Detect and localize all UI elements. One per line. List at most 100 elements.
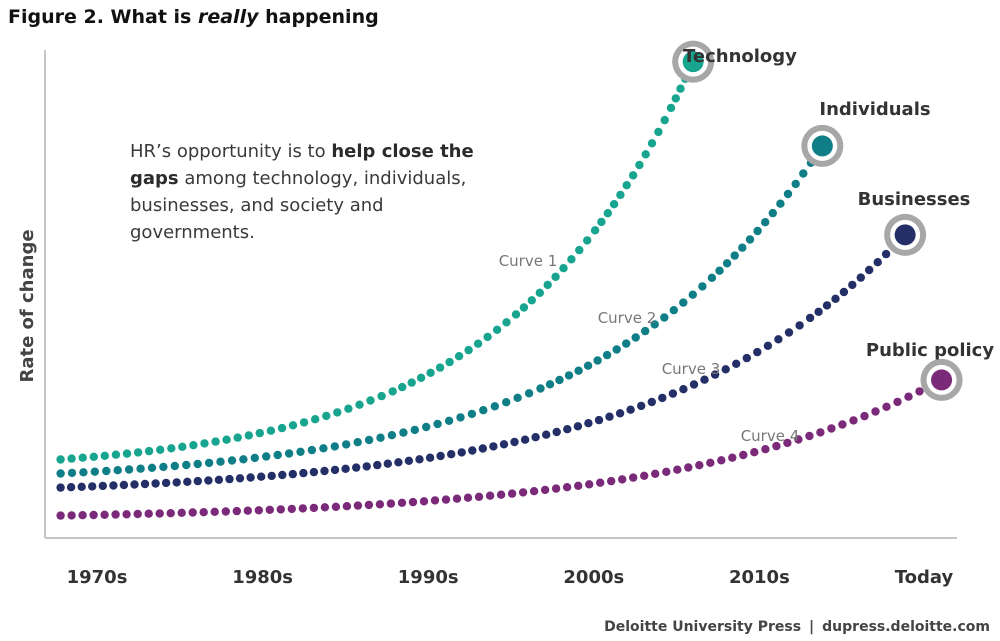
series-dot — [573, 422, 583, 431]
series-dot — [56, 483, 65, 492]
series-dot — [341, 464, 350, 473]
curve-label: Curve 1 — [499, 252, 558, 270]
series-dot — [172, 478, 181, 487]
series-dot — [383, 459, 392, 468]
series-dot — [799, 169, 808, 178]
series-dot — [452, 494, 462, 503]
series-dot — [444, 416, 454, 425]
series-dot — [706, 458, 715, 467]
series-dot — [415, 455, 424, 464]
series-dot — [637, 401, 646, 411]
series-dot — [535, 288, 544, 297]
series-dot — [78, 511, 87, 520]
series-individuals — [56, 124, 844, 478]
series-dot — [77, 482, 86, 491]
series-dot — [425, 453, 435, 462]
footer-credit: Deloitte University Press | dupress.deloit… — [604, 619, 990, 635]
series-dot — [246, 473, 255, 482]
series-dot — [299, 468, 308, 478]
series-dot — [489, 442, 498, 451]
series-dot — [468, 446, 477, 455]
series-dot — [700, 375, 709, 384]
series-dot — [136, 464, 145, 473]
series-dot — [111, 450, 121, 459]
series-dot — [882, 402, 891, 411]
series-dot — [320, 503, 330, 512]
series-name-label: Public policy — [866, 340, 994, 361]
series-dot — [210, 507, 219, 516]
series-dot — [607, 476, 616, 486]
series-dot — [574, 481, 583, 490]
series-dot — [250, 453, 259, 463]
series-dot — [193, 476, 202, 486]
series-dot — [433, 419, 442, 429]
x-tick-label: 1970s — [67, 567, 128, 588]
series-dot — [130, 480, 139, 489]
series-dot — [298, 504, 307, 513]
series-dot — [524, 389, 534, 398]
publisher-name: Deloitte University Press — [604, 619, 802, 635]
series-dot — [89, 510, 98, 520]
series-dot — [695, 461, 704, 470]
figure-title: Figure 2. What is really happening — [8, 6, 379, 28]
series-dot — [100, 510, 109, 519]
series-dot — [603, 209, 612, 218]
series-dot — [609, 200, 619, 209]
series-dot — [89, 452, 99, 461]
series-dot — [296, 447, 305, 456]
series-dot — [398, 382, 407, 392]
series-dot — [284, 449, 294, 458]
series-dot — [647, 139, 657, 148]
series-dot — [133, 509, 142, 519]
series-dot — [689, 380, 699, 389]
series-dot — [848, 280, 857, 290]
series-dot — [90, 467, 100, 476]
series-dot — [831, 294, 840, 303]
series-dot — [750, 448, 759, 457]
series-dot — [717, 456, 726, 465]
series-dot — [78, 453, 87, 462]
series-dot — [839, 287, 849, 297]
series-dot — [344, 404, 353, 413]
series-technology — [56, 40, 715, 464]
series-dot — [447, 450, 456, 459]
series-dot — [122, 510, 131, 519]
series-dot — [479, 406, 488, 415]
series-dot — [761, 445, 770, 454]
endpoint-marker — [811, 135, 833, 157]
series-dot — [67, 468, 77, 478]
series-dot — [502, 398, 511, 407]
series-dot — [183, 477, 192, 486]
series-dot — [483, 332, 492, 342]
series-dot — [763, 341, 773, 350]
footer-separator: | — [809, 619, 815, 635]
series-dot — [904, 392, 913, 401]
series-dot — [435, 363, 445, 372]
series-dot — [124, 465, 134, 474]
series-dot — [688, 290, 697, 299]
series-dot — [200, 439, 209, 448]
series-dot — [436, 451, 445, 461]
series-dot — [102, 466, 111, 476]
series-dot — [838, 420, 847, 429]
series-dot — [267, 471, 276, 481]
series-dot — [761, 218, 770, 227]
series-dot — [612, 345, 621, 354]
series-dot — [739, 450, 748, 460]
series-dot — [233, 433, 242, 442]
series-dot — [662, 467, 671, 476]
series-dot — [222, 435, 231, 444]
series-dot — [647, 397, 656, 407]
series-dot — [574, 366, 583, 375]
series-dot — [199, 508, 208, 517]
series-dot — [265, 505, 274, 514]
series-dot — [362, 462, 371, 471]
series-dot — [871, 407, 880, 416]
series-dot — [552, 427, 561, 437]
curve-label: Curve 2 — [598, 309, 657, 327]
series-dot — [860, 411, 869, 421]
series-dot — [235, 474, 245, 483]
annotation-text: HR’s opportunity is to help close the ga… — [130, 141, 474, 243]
series-dot — [463, 493, 473, 502]
series-dot — [330, 442, 339, 451]
